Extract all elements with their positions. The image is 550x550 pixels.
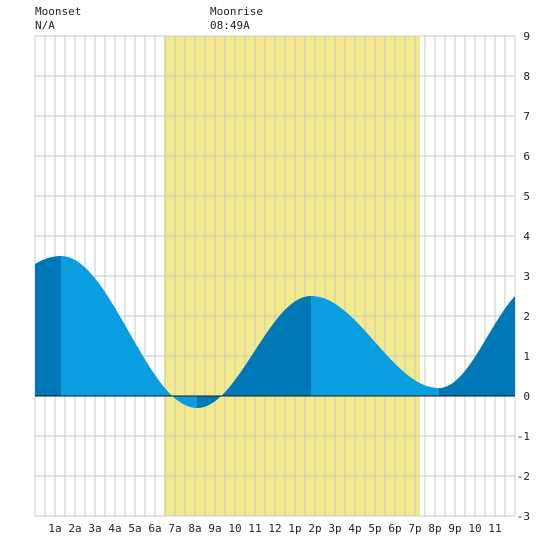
x-tick-label: 5p: [368, 522, 381, 535]
x-tick-label: 11: [248, 522, 261, 535]
y-tick-label: 2: [523, 310, 530, 323]
x-tick-label: 9p: [448, 522, 461, 535]
moonset-time: N/A: [35, 19, 55, 32]
tide-area-rising: [197, 296, 311, 408]
y-tick-label: 9: [523, 30, 530, 43]
y-tick-label: 4: [523, 230, 530, 243]
x-tick-label: 7p: [408, 522, 421, 535]
x-tick-label: 1a: [48, 522, 61, 535]
y-tick-label: 5: [523, 190, 530, 203]
moonrise-label: Moonrise: [210, 5, 263, 18]
y-tick-label: 7: [523, 110, 530, 123]
x-tick-label: 5a: [128, 522, 141, 535]
x-tick-label: 3p: [328, 522, 341, 535]
tide-area-falling: [311, 296, 439, 396]
x-tick-label: 2p: [308, 522, 321, 535]
y-tick-label: 6: [523, 150, 530, 163]
x-tick-label: 12: [268, 522, 281, 535]
x-tick-label: 11: [488, 522, 501, 535]
x-tick-label: 10: [468, 522, 481, 535]
moonset-label: Moonset: [35, 5, 82, 18]
x-tick-label: 3a: [88, 522, 101, 535]
y-tick-label: 8: [523, 70, 530, 83]
y-tick-label: -1: [517, 430, 530, 443]
x-tick-label: 10: [228, 522, 241, 535]
x-tick-label: 2a: [68, 522, 81, 535]
y-tick-label: 3: [523, 270, 530, 283]
x-tick-label: 6a: [148, 522, 161, 535]
x-tick-label: 9a: [208, 522, 221, 535]
tide-area-falling: [61, 256, 197, 408]
y-tick-label: -3: [517, 510, 530, 523]
moonrise-time: 08:49A: [210, 19, 250, 32]
tide-area-rising: [35, 256, 61, 396]
x-tick-label: 8a: [188, 522, 201, 535]
y-tick-label: 0: [523, 390, 530, 403]
x-tick-label: 7a: [168, 522, 181, 535]
y-tick-label: 1: [523, 350, 530, 363]
x-tick-label: 4a: [108, 522, 121, 535]
x-tick-label: 6p: [388, 522, 401, 535]
x-tick-label: 8p: [428, 522, 441, 535]
x-tick-label: 1p: [288, 522, 301, 535]
tide-area-rising: [439, 296, 515, 396]
y-tick-label: -2: [517, 470, 530, 483]
x-tick-label: 4p: [348, 522, 361, 535]
